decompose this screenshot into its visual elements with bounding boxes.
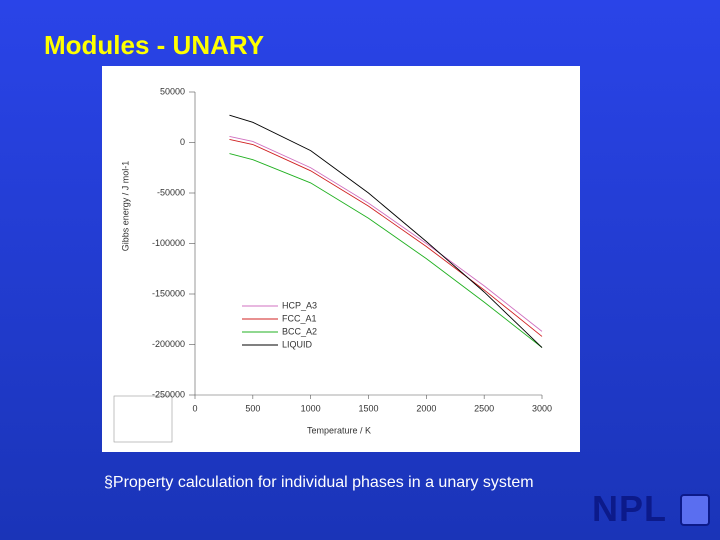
y-tick-label: -250000: [152, 389, 185, 399]
x-tick-label: 1000: [301, 403, 321, 413]
y-tick-label: -50000: [157, 187, 185, 197]
x-tick-label: 500: [245, 403, 260, 413]
x-tick-label: 2500: [474, 403, 494, 413]
slide-title: Modules - UNARY: [44, 30, 265, 60]
software-info-box: [113, 395, 173, 443]
x-axis-label: Temperature / K: [307, 425, 371, 435]
legend-label: FCC_A1: [282, 313, 317, 323]
legend-label: BCC_A2: [282, 326, 317, 336]
x-tick-label: 3000: [532, 403, 552, 413]
series-line: [229, 114, 543, 348]
legend-label: HCP_A3: [282, 300, 317, 310]
series-line: [229, 139, 543, 337]
y-tick-label: -100000: [152, 238, 185, 248]
series-line: [229, 153, 543, 348]
x-tick-label: 2000: [416, 403, 436, 413]
y-tick-label: -200000: [152, 339, 185, 349]
y-tick-label: 0: [180, 137, 185, 147]
logo-emblem: [680, 494, 710, 526]
chart: Temperature / K Gibbs energy / J mol-1 5…: [102, 66, 580, 452]
y-axis-label: Gibbs energy / J mol-1: [120, 161, 130, 252]
x-tick-label: 1500: [358, 403, 378, 413]
chart-background: [102, 66, 580, 452]
y-tick-label: -150000: [152, 288, 185, 298]
bullet-text: §Property calculation for individual pha…: [104, 474, 534, 491]
series-line: [229, 136, 543, 332]
logo: NPL: [592, 488, 667, 529]
x-tick-label: 0: [192, 403, 197, 413]
y-tick-label: 50000: [160, 86, 185, 96]
legend-label: LIQUID: [282, 339, 313, 349]
